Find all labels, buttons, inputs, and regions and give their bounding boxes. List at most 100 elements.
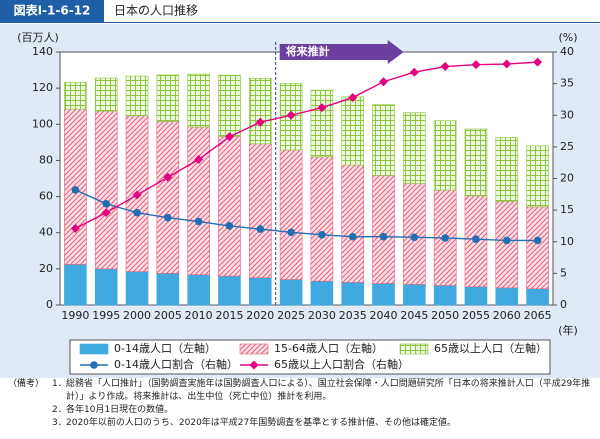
bar-segment	[495, 200, 519, 289]
bar-segment	[125, 75, 149, 117]
bar-segment	[464, 286, 488, 306]
legend-marker	[249, 360, 259, 370]
legend-label: 0-14歳人口（左軸）	[114, 341, 216, 355]
y2-tick-label: 40	[560, 45, 574, 58]
x-tick-label: 2020	[246, 309, 274, 322]
legend-swatch	[399, 343, 429, 355]
y-tick-label: 20	[39, 262, 53, 275]
bar-segment	[156, 74, 180, 122]
notes: （備考） 1． 総務省「人口推計」（国勢調査実施年は国勢調査人口による）、国立社会保…	[0, 378, 600, 430]
y-tick-label: 40	[39, 226, 53, 239]
note: （備考） 1． 総務省「人口推計」（国勢調査実施年は国勢調査人口による）、国立社会保…	[8, 378, 600, 404]
x-tick-label: 2055	[462, 309, 490, 322]
line-marker	[164, 213, 172, 222]
x-tick-label: 2010	[185, 309, 213, 322]
legend-box	[69, 339, 551, 375]
y2-axis-label: (%)	[558, 31, 577, 44]
y2-tick-label: 25	[560, 140, 574, 153]
bar-segment	[310, 156, 334, 282]
bar-segment	[187, 73, 210, 128]
legend-label: 65歳以上人口割合（右軸）	[274, 357, 409, 371]
note-text: 各年10月1日現在の数値。	[66, 405, 174, 415]
line-marker	[163, 172, 173, 182]
note-text: 総務省「人口推計」（国勢調査実施年は国勢調査人口による）、国立社会保障・人口問題…	[66, 379, 591, 402]
bar-segment	[94, 268, 118, 306]
line-series	[75, 189, 538, 242]
bar-segment	[218, 74, 241, 137]
bar-segment	[526, 288, 549, 306]
line-marker	[410, 233, 419, 242]
note-number: 1．	[52, 379, 67, 389]
line-marker	[102, 200, 111, 208]
line-marker	[286, 110, 296, 120]
bar-segment	[372, 175, 395, 284]
line-marker	[317, 103, 327, 113]
y2-tick-label: 15	[560, 203, 574, 216]
y-tick-label: 100	[32, 117, 53, 130]
legend-label: 0-14歳人口割合（右軸）	[114, 357, 238, 371]
line-marker	[318, 230, 326, 239]
line-marker	[409, 67, 419, 77]
line-marker	[348, 93, 358, 103]
header-title: 日本の人口推移	[114, 4, 198, 18]
line-marker	[71, 186, 80, 194]
x-tick-label: 2000	[123, 309, 151, 322]
bar-segment	[341, 282, 365, 306]
bar-segment	[341, 96, 365, 166]
x-tick-label: 2035	[339, 309, 367, 322]
bar-segment	[248, 277, 272, 306]
annotation-arrow	[279, 40, 404, 64]
bar-segment	[218, 136, 241, 277]
line-marker	[533, 236, 542, 245]
bar-segment	[495, 136, 519, 202]
y2-tick-label: 5	[560, 266, 567, 279]
bar-segment	[310, 280, 334, 306]
notes-label	[8, 417, 52, 430]
line-marker	[132, 190, 142, 200]
legend-marker	[90, 361, 98, 369]
line-marker	[379, 232, 388, 241]
line-marker	[256, 225, 265, 233]
x-tick-label: 1995	[92, 309, 120, 322]
line-marker	[224, 132, 234, 142]
line-series	[75, 61, 538, 230]
annotation: 将来推計	[286, 44, 330, 58]
line-marker	[287, 228, 295, 237]
bar-segment	[372, 104, 395, 176]
x-tick-label: 2040	[370, 309, 398, 322]
x-tick-label: 2005	[154, 309, 182, 322]
note-text: 2020年以前の人口のうち、2020年は平成27年国勢調査を基準とする推計値、そ…	[66, 418, 456, 428]
bar-segment	[433, 120, 457, 191]
bar-segment	[156, 121, 180, 274]
y2-tick-label: 0	[560, 298, 567, 311]
legend-swatch	[79, 343, 109, 355]
line-marker	[225, 222, 234, 230]
line-marker	[70, 223, 80, 233]
note: 3． 2020年以前の人口のうち、2020年は平成27年国勢調査を基準とする推計値…	[8, 417, 600, 430]
line-marker	[379, 77, 389, 87]
bar-segment	[187, 274, 210, 306]
bar-segment	[526, 145, 549, 208]
bar-segment	[341, 164, 365, 283]
chart: 図表Ⅰ-1-6-12 日本の人口推移 (百万人) (%) (年) 0204060…	[0, 0, 600, 378]
y-tick-label: 60	[39, 190, 53, 203]
line-marker	[194, 217, 203, 226]
x-tick-label: 2015	[215, 309, 243, 322]
bar-segment	[403, 112, 426, 184]
bar-segment	[526, 206, 549, 290]
line-marker	[533, 57, 543, 67]
line-marker	[472, 235, 480, 244]
y-tick-label: 140	[32, 45, 53, 58]
notes-label	[8, 404, 52, 417]
line-marker	[101, 208, 111, 218]
bar-segment	[218, 275, 241, 306]
x-tick-label: 2050	[431, 309, 459, 322]
line-marker	[502, 59, 512, 69]
y2-tick-label: 35	[560, 77, 574, 90]
notes-label: （備考）	[8, 379, 45, 389]
y2-tick-label: 20	[560, 172, 574, 185]
line-marker	[348, 232, 357, 241]
bar-segment	[495, 287, 519, 306]
x-axis-unit: (年)	[558, 323, 578, 337]
